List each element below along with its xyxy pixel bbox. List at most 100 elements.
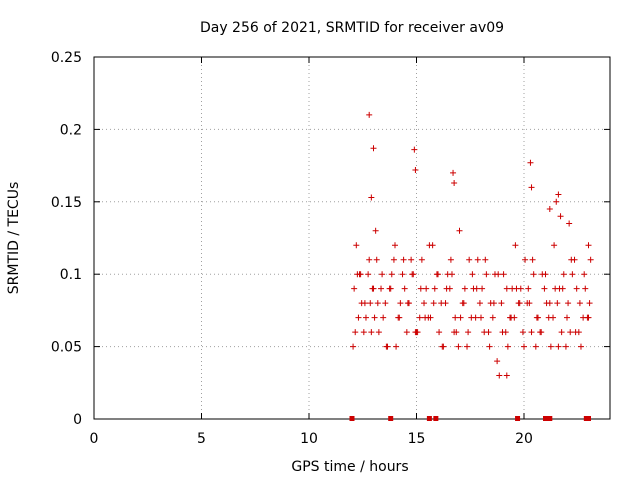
data-point (368, 329, 375, 336)
data-point (366, 256, 373, 263)
data-point (571, 256, 578, 263)
data-point (403, 329, 410, 336)
data-point (452, 314, 459, 321)
data-point (375, 329, 382, 336)
data-point (380, 314, 387, 321)
data-point (438, 300, 445, 307)
data-point (395, 314, 402, 321)
data-point (474, 256, 481, 263)
data-point (491, 271, 498, 278)
data-point (410, 271, 417, 278)
data-point (429, 242, 436, 249)
data-point (489, 314, 496, 321)
data-gap-marker (426, 416, 432, 421)
data-point (450, 169, 457, 176)
data-point (373, 256, 380, 263)
data-point (440, 343, 447, 350)
data-point (573, 285, 580, 292)
x-tick-label: 15 (408, 431, 426, 447)
data-point (466, 256, 473, 263)
data-point (384, 343, 391, 350)
data-point (378, 285, 385, 292)
data-point (436, 329, 443, 336)
data-point (504, 343, 511, 350)
data-point (351, 285, 358, 292)
data-point (456, 227, 463, 234)
data-point (525, 285, 532, 292)
data-point (485, 329, 492, 336)
data-point (479, 285, 486, 292)
data-point (554, 300, 561, 307)
data-point (539, 271, 546, 278)
data-point (566, 220, 573, 227)
data-point (358, 300, 365, 307)
data-point (517, 285, 524, 292)
data-point (553, 198, 560, 205)
data-point (560, 271, 567, 278)
data-point (565, 300, 572, 307)
data-point (541, 285, 548, 292)
data-point (498, 300, 505, 307)
data-point (447, 256, 454, 263)
data-point (418, 256, 425, 263)
data-point (470, 285, 477, 292)
data-point (569, 271, 576, 278)
data-point (581, 271, 588, 278)
data-point (372, 227, 379, 234)
data-gap-marker (349, 416, 355, 421)
y-tick-label: 0 (73, 412, 82, 428)
data-point (515, 300, 522, 307)
data-point (393, 343, 400, 350)
data-points (350, 111, 594, 379)
data-gap-marker (433, 416, 439, 421)
data-point (562, 343, 569, 350)
data-point (511, 314, 518, 321)
data-point (564, 314, 570, 321)
data-point (478, 314, 484, 321)
data-point (587, 256, 594, 263)
data-point (469, 271, 476, 278)
data-point (350, 343, 357, 350)
data-point (529, 256, 536, 263)
data-point (370, 145, 377, 152)
data-point (534, 314, 541, 321)
data-point (483, 271, 490, 278)
data-gap-marker (388, 416, 394, 421)
x-tick-label: 10 (300, 431, 318, 447)
data-point (362, 314, 369, 321)
data-point (476, 300, 483, 307)
y-tick-label: 0.2 (60, 122, 82, 138)
data-point (486, 343, 493, 350)
data-point (585, 242, 592, 249)
data-point (371, 314, 378, 321)
data-point (453, 329, 460, 336)
x-axis-label: GPS time / hours (291, 459, 408, 475)
data-point (482, 256, 489, 263)
data-point (455, 343, 462, 350)
data-gap-markers (349, 416, 591, 421)
data-point (446, 285, 453, 292)
data-point (366, 111, 373, 118)
data-point (355, 314, 362, 321)
grid (94, 57, 610, 419)
y-tick-label: 0.05 (51, 340, 82, 356)
data-point (575, 329, 582, 336)
data-point (487, 300, 494, 307)
data-point (527, 159, 534, 166)
data-point (555, 191, 562, 198)
data-point (494, 358, 501, 365)
data-point (423, 285, 430, 292)
data-point (401, 285, 408, 292)
data-point (352, 329, 359, 336)
data-point (503, 285, 510, 292)
data-point (353, 242, 360, 249)
data-point (405, 300, 412, 307)
data-point (500, 271, 507, 278)
data-point (577, 343, 584, 350)
data-point (557, 213, 564, 220)
data-point (414, 329, 421, 336)
data-point (461, 285, 468, 292)
y-tick-label: 0.15 (51, 195, 82, 211)
axis-ticks: 0 5 10 15 20 0 0.05 0.1 0.15 0.2 0.25 (51, 50, 610, 447)
